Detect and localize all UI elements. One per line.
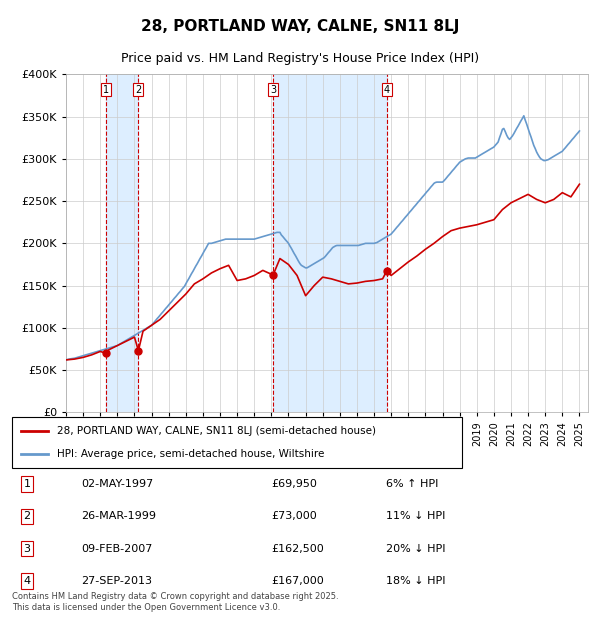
Text: 28, PORTLAND WAY, CALNE, SN11 8LJ (semi-detached house): 28, PORTLAND WAY, CALNE, SN11 8LJ (semi-… [57,427,376,436]
Text: 1: 1 [23,479,31,489]
Text: 28, PORTLAND WAY, CALNE, SN11 8LJ: 28, PORTLAND WAY, CALNE, SN11 8LJ [141,19,459,33]
Text: 27-SEP-2013: 27-SEP-2013 [81,576,152,586]
Bar [106,74,139,412]
Text: 2: 2 [135,84,142,94]
Bar [273,74,386,412]
Text: £69,950: £69,950 [271,479,317,489]
Text: 11% ↓ HPI: 11% ↓ HPI [386,512,446,521]
Text: 20% ↓ HPI: 20% ↓ HPI [386,544,446,554]
Text: 26-MAR-1999: 26-MAR-1999 [81,512,156,521]
Text: 3: 3 [23,544,31,554]
Text: 02-MAY-1997: 02-MAY-1997 [81,479,154,489]
Text: Contains HM Land Registry data © Crown copyright and database right 2025.
This d: Contains HM Land Registry data © Crown c… [12,592,338,611]
Text: Price paid vs. HM Land Registry's House Price Index (HPI): Price paid vs. HM Land Registry's House … [121,52,479,65]
Text: 2: 2 [23,512,31,521]
Text: 18% ↓ HPI: 18% ↓ HPI [386,576,446,586]
FancyBboxPatch shape [12,417,462,468]
Text: 3: 3 [270,84,276,94]
Text: £73,000: £73,000 [271,512,317,521]
Text: £167,000: £167,000 [271,576,324,586]
Text: 4: 4 [383,84,389,94]
Text: 09-FEB-2007: 09-FEB-2007 [81,544,152,554]
Text: £162,500: £162,500 [271,544,324,554]
Text: 6% ↑ HPI: 6% ↑ HPI [386,479,439,489]
Text: 4: 4 [23,576,31,586]
Text: HPI: Average price, semi-detached house, Wiltshire: HPI: Average price, semi-detached house,… [57,449,325,459]
Text: 1: 1 [103,84,109,94]
